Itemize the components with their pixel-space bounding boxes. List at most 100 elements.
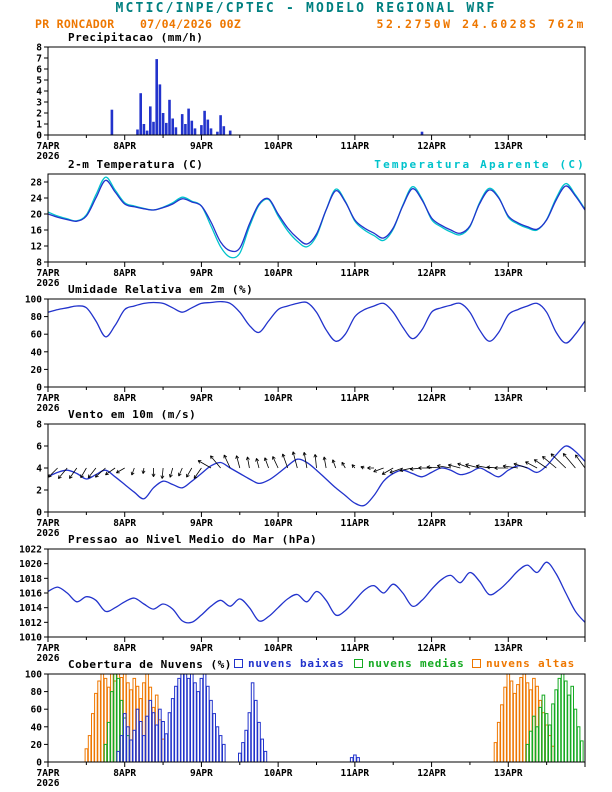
rh2m-line: [47, 300, 586, 344]
panel-title-apparent-temperature: Temperatura Aparente (C): [374, 158, 586, 171]
cloud-bar-low: [180, 673, 184, 763]
x-axis-label: 11APR: [341, 643, 370, 654]
cloud-bar-low: [202, 673, 207, 763]
cloud-bar-high: [512, 692, 517, 763]
cloud-bar-low: [158, 708, 162, 763]
cloud-bar-mid: [532, 715, 536, 763]
cloud-bar-high: [500, 704, 504, 763]
x-axis-label: 12APR: [417, 393, 446, 404]
cloud-bar-low: [215, 726, 220, 763]
precip-bar: [149, 106, 152, 135]
panel-title-humidity: Umidade Relativa em 2m (%): [68, 283, 254, 296]
cloud-bar-mid: [564, 680, 568, 763]
y-tick-label: 20: [31, 210, 43, 221]
x-axis-year: 2026: [37, 528, 60, 539]
y-tick-label: 40: [31, 347, 43, 358]
cloud-bar-low: [151, 712, 156, 763]
precip-bar: [216, 131, 219, 135]
y-tick-label: 12: [31, 242, 42, 253]
y-tick-label: 6: [36, 442, 42, 453]
x-axis-label: 10APR: [264, 141, 293, 152]
cloud-bar-low: [250, 682, 255, 763]
y-tick-label: 40: [31, 722, 43, 733]
precip-bar: [222, 126, 226, 135]
cloud-bar-low: [177, 677, 181, 763]
cloud-bar-low: [126, 726, 130, 763]
x-axis-label: 7APR: [37, 768, 60, 779]
cloud-bar-mid: [560, 673, 565, 763]
cloud-bar-mid: [535, 726, 539, 763]
y-tick-label: 4: [36, 87, 42, 98]
apparent-line: [47, 176, 586, 259]
panel-title-wind: Vento em 10m (m/s): [68, 408, 197, 421]
x-axis-label: 10APR: [264, 393, 293, 404]
y-tick-label: 2: [36, 109, 42, 120]
y-tick-label: 60: [31, 705, 43, 716]
y-tick-label: 2: [36, 486, 42, 497]
cloud-bar-low: [238, 752, 242, 763]
x-axis-label: 13APR: [494, 768, 523, 779]
legend-mid-clouds: nuvens medias: [354, 657, 465, 670]
low-clouds-swatch: [234, 659, 243, 668]
x-axis-label: 12APR: [417, 518, 446, 529]
precip-bar: [145, 130, 149, 135]
x-axis-label: 7APR: [37, 643, 60, 654]
plot-frame: [47, 548, 586, 638]
cloud-bar-low: [122, 713, 127, 763]
cloud-bar-mid: [576, 726, 581, 763]
x-axis-label: 12APR: [417, 768, 446, 779]
cloud-bar-low: [154, 724, 159, 763]
cloud-bar-low: [241, 742, 245, 763]
precip-bar: [193, 128, 197, 135]
precip-bar: [184, 124, 187, 135]
cloud-bar-low: [145, 715, 149, 763]
page-title: MCTIC/INPE/CPTEC - MODELO REGIONAL WRF: [115, 1, 497, 16]
station-coordinates: 52.2750W 24.6028S 762m: [376, 17, 586, 31]
cloud-bar-high: [100, 673, 105, 763]
cloud-bar-low: [161, 721, 165, 763]
cloud-bar-mid: [113, 673, 117, 763]
x-axis-label: 9APR: [190, 141, 213, 152]
precip-bar: [139, 93, 142, 135]
legend-mid-clouds-label: nuvens medias: [368, 657, 465, 670]
cloud-bar-low: [209, 699, 213, 763]
x-axis-label: 10APR: [264, 268, 293, 279]
precip-bar: [168, 99, 171, 135]
cloud-bar-high: [84, 748, 89, 763]
precip-bar: [171, 118, 174, 135]
cloud-bar-low: [247, 712, 252, 763]
precip-bar: [187, 108, 190, 135]
legend-low-clouds-label: nuvens baixas: [248, 657, 345, 670]
precip-bar: [219, 115, 222, 135]
cloud-bar-low: [186, 677, 191, 763]
y-tick-label: 0: [36, 383, 42, 394]
y-tick-label: 24: [31, 194, 43, 205]
slp-line: [47, 561, 586, 624]
cloud-bar-low: [148, 699, 153, 763]
cloud-bar-low: [218, 735, 223, 763]
precip-bar: [209, 128, 213, 135]
x-axis-label: 11APR: [341, 768, 370, 779]
cloud-bar-low: [222, 743, 226, 763]
cloud-bar-high: [506, 673, 511, 763]
x-axis-label: 13APR: [494, 643, 523, 654]
x-axis-label: 9APR: [190, 268, 213, 279]
plot-frame: [47, 173, 586, 263]
cloud-bar-low: [167, 712, 172, 763]
cloud-bar-low: [257, 721, 261, 763]
cloud-bar-mid: [544, 713, 549, 763]
plot-frame: [47, 423, 586, 513]
cloud-bar-low: [135, 708, 140, 763]
y-tick-label: 8: [36, 43, 42, 54]
cloud-bar-low: [244, 729, 248, 763]
cloud-bar-mid: [551, 703, 555, 763]
y-tick-label: 0: [36, 131, 42, 142]
x-axis-label: 11APR: [341, 393, 370, 404]
cloud-bar-mid: [557, 677, 562, 763]
plot-frame: [47, 298, 586, 388]
y-tick-label: 5: [36, 76, 42, 87]
